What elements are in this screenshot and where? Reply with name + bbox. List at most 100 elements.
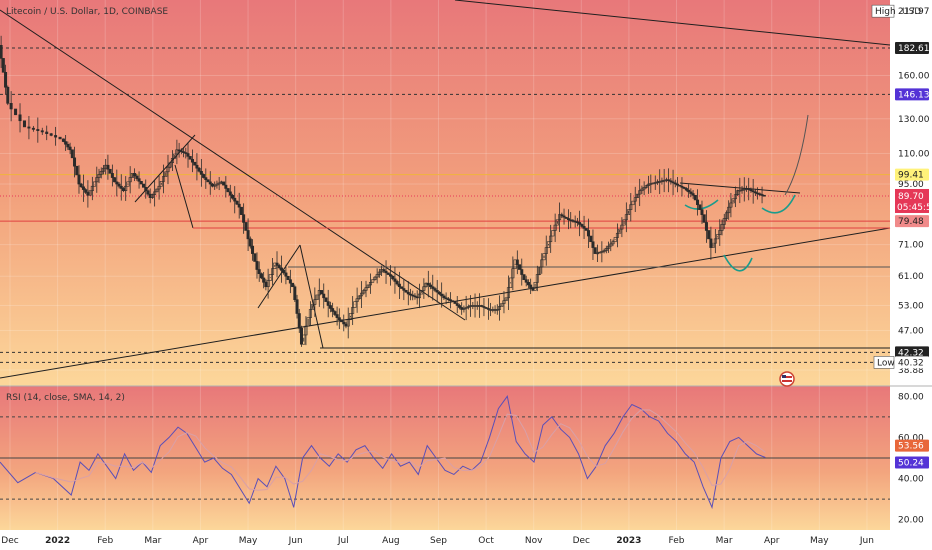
candle-body[interactable] (587, 230, 591, 237)
candle-body[interactable] (446, 298, 450, 301)
candle-body[interactable] (353, 301, 357, 308)
candle-body[interactable] (302, 334, 306, 345)
candle-body[interactable] (635, 193, 639, 198)
candle-body[interactable] (749, 189, 753, 192)
candle-body[interactable] (45, 131, 49, 134)
candle-body[interactable] (257, 269, 261, 274)
candle-body[interactable] (411, 294, 415, 297)
candle-body[interactable] (518, 264, 522, 270)
candle-body[interactable] (498, 306, 502, 310)
candle-body[interactable] (406, 291, 410, 295)
candle-body[interactable] (696, 199, 700, 206)
candle-body[interactable] (237, 203, 241, 208)
candle-body[interactable] (168, 162, 172, 168)
candle-body[interactable] (173, 153, 177, 159)
candle-body[interactable] (31, 127, 35, 130)
candle-body[interactable] (113, 177, 117, 183)
candle-body[interactable] (546, 241, 550, 248)
candle-body[interactable] (393, 278, 397, 282)
candle-body[interactable] (322, 293, 326, 299)
candle-body[interactable] (49, 133, 53, 136)
candle-body[interactable] (538, 266, 542, 275)
candle-body[interactable] (119, 185, 123, 189)
candle-body[interactable] (155, 188, 159, 193)
candle-body[interactable] (40, 130, 44, 133)
candle-body[interactable] (182, 151, 186, 153)
candle-body[interactable] (166, 166, 170, 173)
candle-body[interactable] (193, 161, 197, 166)
candle-body[interactable] (75, 165, 79, 176)
candle-body[interactable] (433, 288, 437, 291)
candle-body[interactable] (190, 158, 194, 163)
candle-body[interactable] (142, 183, 146, 188)
candle-body[interactable] (700, 209, 704, 215)
candle-body[interactable] (88, 190, 92, 196)
candle-body[interactable] (135, 175, 139, 179)
candle-body[interactable] (295, 299, 299, 314)
candle-body[interactable] (297, 313, 301, 329)
candle-body[interactable] (524, 279, 528, 283)
candle-body[interactable] (669, 180, 673, 183)
candle-body[interactable] (128, 177, 132, 183)
candle-body[interactable] (520, 269, 524, 275)
candle-body[interactable] (184, 152, 188, 154)
candle-body[interactable] (397, 283, 401, 288)
rsi-line[interactable] (0, 395, 766, 510)
candle-body[interactable] (384, 270, 388, 274)
candle-body[interactable] (580, 224, 584, 227)
candle-body[interactable] (239, 206, 243, 215)
candle-body[interactable] (22, 120, 26, 128)
candle-body[interactable] (313, 299, 317, 305)
candle-body[interactable] (711, 242, 715, 248)
candle-body[interactable] (235, 200, 239, 205)
candle-body[interactable] (204, 177, 208, 180)
candle-body[interactable] (382, 269, 386, 272)
candle-body[interactable] (286, 275, 290, 280)
candle-body[interactable] (355, 298, 359, 302)
candle-body[interactable] (124, 185, 128, 192)
candle-body[interactable] (667, 179, 671, 182)
candle-body[interactable] (558, 214, 562, 221)
candle-body[interactable] (751, 190, 755, 193)
candle-body[interactable] (95, 177, 99, 183)
candle-body[interactable] (506, 287, 510, 299)
candle-body[interactable] (437, 291, 441, 295)
candle-body[interactable] (526, 281, 530, 286)
candle-body[interactable] (242, 214, 246, 223)
candle-body[interactable] (602, 250, 606, 252)
candle-body[interactable] (687, 189, 691, 193)
candle-body[interactable] (311, 304, 315, 310)
candle-body[interactable] (14, 108, 18, 116)
candle-body[interactable] (716, 234, 720, 240)
candle-body[interactable] (553, 224, 557, 231)
candle-body[interactable] (284, 272, 288, 277)
candle-body[interactable] (480, 305, 484, 307)
candle-body[interactable] (348, 313, 352, 321)
candle-body[interactable] (139, 181, 143, 185)
candle-body[interactable] (402, 288, 406, 291)
candle-body[interactable] (736, 190, 740, 196)
candle-body[interactable] (326, 301, 330, 306)
candle-body[interactable] (591, 241, 595, 248)
candle-body[interactable] (73, 157, 77, 167)
candle-body[interactable] (288, 279, 292, 284)
candle-body[interactable] (482, 306, 486, 308)
candle-body[interactable] (206, 179, 210, 183)
candle-body[interactable] (500, 303, 504, 307)
candle-body[interactable] (335, 314, 339, 318)
candle-body[interactable] (451, 300, 455, 302)
candle-body[interactable] (747, 188, 751, 190)
candle-body[interactable] (320, 290, 324, 295)
candle-body[interactable] (77, 174, 81, 185)
candle-body[interactable] (680, 185, 684, 188)
candle-body[interactable] (495, 309, 499, 311)
candle-body[interactable] (529, 284, 533, 288)
candle-body[interactable] (146, 190, 150, 195)
candle-body[interactable] (144, 187, 148, 192)
candle-body[interactable] (522, 274, 526, 280)
candle-body[interactable] (676, 183, 680, 186)
candle-body[interactable] (110, 173, 114, 178)
candle-body[interactable] (306, 317, 310, 327)
candle-body[interactable] (282, 270, 286, 274)
candle-body[interactable] (684, 188, 688, 191)
